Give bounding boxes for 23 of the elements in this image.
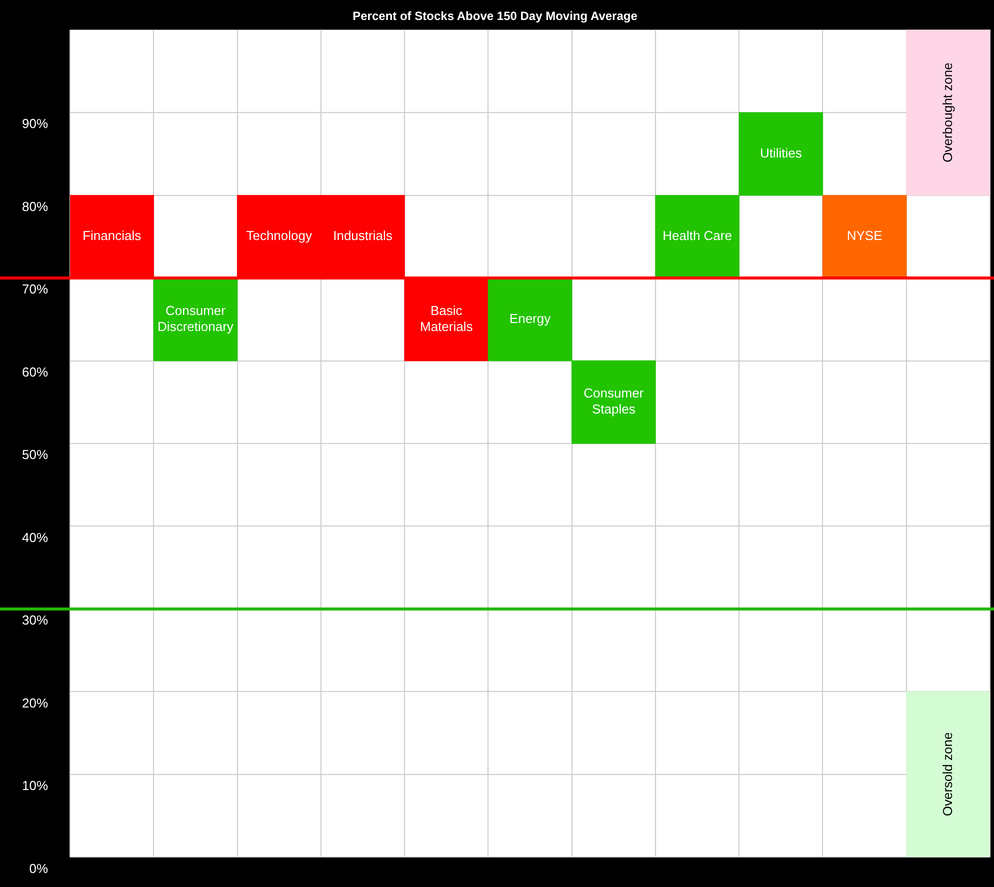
- data-label: Overbought zone: [940, 62, 955, 162]
- data-label: Basic Materials: [420, 302, 474, 334]
- data-label: Consumer Discretionary: [158, 302, 234, 334]
- data-label: Industrials: [333, 228, 393, 244]
- data-label: Oversold zone: [940, 732, 955, 816]
- data-label: NYSE: [846, 228, 883, 244]
- data-label: Consumer Staples: [584, 386, 644, 417]
- data-label: Health Care: [662, 228, 732, 244]
- data-label: Utilities: [760, 145, 802, 160]
- y-tick-label: 70%: [22, 282, 48, 297]
- y-tick-label: 30%: [22, 612, 48, 628]
- y-tick-label: 20%: [22, 695, 48, 710]
- y-tick-label: 0%: [29, 860, 48, 876]
- y-tick-label: 40%: [22, 530, 48, 545]
- y-tick-label: 80%: [22, 198, 48, 214]
- data-label: Financials: [82, 228, 142, 244]
- data-label: Technology: [246, 228, 312, 244]
- y-tick-label: 10%: [22, 778, 48, 794]
- y-tick-label: 50%: [22, 447, 48, 462]
- y-tick-label: 60%: [22, 364, 48, 380]
- data-label: Energy: [509, 310, 552, 326]
- y-tick-label: 90%: [22, 116, 48, 132]
- chart-title: Percent of Stocks Above 150 Day Moving Average: [352, 8, 638, 23]
